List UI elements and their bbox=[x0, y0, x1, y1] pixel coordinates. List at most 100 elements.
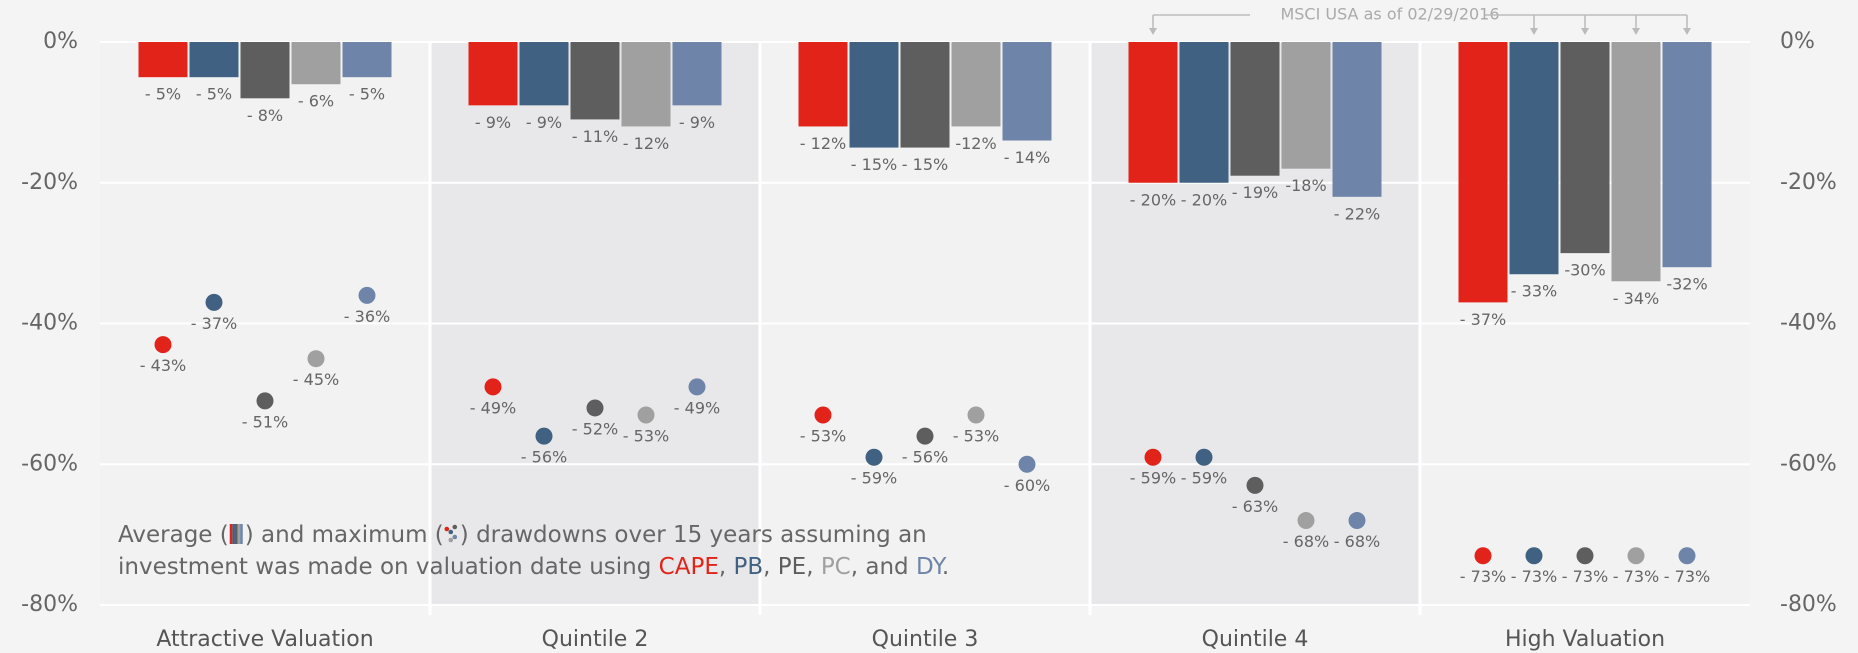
max-dot bbox=[1018, 455, 1036, 473]
legend-dot-icon bbox=[444, 526, 450, 532]
x-tick-label: Quintile 4 bbox=[1202, 627, 1309, 652]
bar-value-label: - 5% bbox=[349, 85, 385, 104]
legend-dot-icon bbox=[452, 524, 458, 530]
bar bbox=[849, 42, 899, 148]
caption-part: . bbox=[942, 554, 949, 580]
bar bbox=[519, 42, 569, 106]
bar-value-label: - 8% bbox=[247, 106, 283, 125]
max-value-label: - 56% bbox=[902, 448, 948, 467]
bar-value-label: - 15% bbox=[851, 155, 897, 174]
max-value-label: - 56% bbox=[521, 448, 567, 467]
bar-value-label: - 20% bbox=[1130, 190, 1176, 209]
bar bbox=[1230, 42, 1280, 176]
annotation-arrowhead bbox=[1632, 28, 1640, 35]
max-value-label: - 73% bbox=[1664, 567, 1710, 586]
max-dot bbox=[1144, 448, 1162, 466]
max-dot bbox=[967, 406, 985, 424]
bar bbox=[1179, 42, 1229, 183]
bar bbox=[951, 42, 1001, 127]
bar-value-label: - 12% bbox=[623, 134, 669, 153]
bar bbox=[1560, 42, 1610, 254]
max-value-label: - 49% bbox=[470, 398, 516, 417]
max-dot bbox=[637, 406, 655, 424]
bar bbox=[468, 42, 518, 106]
bar-value-label: - 6% bbox=[298, 92, 334, 111]
bar bbox=[1611, 42, 1661, 282]
x-tick-label: Quintile 3 bbox=[872, 627, 979, 652]
max-dot bbox=[586, 399, 604, 417]
max-value-label: - 68% bbox=[1334, 532, 1380, 551]
caption-part: ) and maximum ( bbox=[245, 522, 444, 548]
bar-value-label: - 33% bbox=[1511, 282, 1557, 301]
bar bbox=[798, 42, 848, 127]
bar-value-label: - 11% bbox=[572, 127, 618, 146]
max-value-label: - 36% bbox=[344, 307, 390, 326]
caption-part: ) drawdowns over 15 years assuming an bbox=[460, 522, 927, 548]
caption-part: PB bbox=[734, 554, 764, 580]
max-value-label: - 73% bbox=[1613, 567, 1659, 586]
annotation-arrowhead bbox=[1581, 28, 1589, 35]
bar-value-label: - 34% bbox=[1613, 289, 1659, 308]
max-dot bbox=[535, 427, 553, 445]
max-value-label: - 63% bbox=[1232, 497, 1278, 516]
bar bbox=[138, 42, 188, 78]
bar bbox=[1332, 42, 1382, 197]
max-dot bbox=[688, 378, 706, 396]
y-tick-label: -60% bbox=[21, 451, 78, 476]
bar-value-label: - 9% bbox=[475, 113, 511, 132]
bar bbox=[189, 42, 239, 78]
bar-value-label: - 22% bbox=[1334, 204, 1380, 223]
max-value-label: - 43% bbox=[140, 356, 186, 375]
bar-value-label: - 37% bbox=[1460, 310, 1506, 329]
caption: Average () and maximum () drawdowns over… bbox=[118, 522, 927, 548]
legend-dot-icon bbox=[448, 537, 454, 543]
max-dot bbox=[916, 427, 934, 445]
bar-value-label: -30% bbox=[1564, 261, 1605, 280]
max-value-label: - 37% bbox=[191, 314, 237, 333]
bar-value-label: -32% bbox=[1666, 275, 1707, 294]
bar-value-label: - 20% bbox=[1181, 190, 1227, 209]
max-value-label: - 53% bbox=[800, 426, 846, 445]
bar-value-label: -18% bbox=[1285, 176, 1326, 195]
annotation-arrowhead bbox=[1683, 28, 1691, 35]
y-tick-label: -20% bbox=[21, 170, 78, 195]
max-value-label: - 73% bbox=[1460, 567, 1506, 586]
y2-tick-label: -80% bbox=[1780, 592, 1837, 617]
caption-part: PC bbox=[821, 554, 851, 580]
max-value-label: - 59% bbox=[1181, 469, 1227, 488]
bar bbox=[240, 42, 290, 99]
bar bbox=[900, 42, 950, 148]
caption-part: CAPE bbox=[659, 554, 719, 580]
y2-tick-label: -60% bbox=[1780, 451, 1837, 476]
annotation-arrowhead bbox=[1149, 28, 1157, 35]
max-dot bbox=[1627, 547, 1645, 565]
caption-part: , bbox=[806, 554, 821, 580]
max-dot bbox=[1576, 547, 1594, 565]
max-dot bbox=[358, 286, 376, 304]
max-dot bbox=[1297, 512, 1315, 530]
bar-value-label: - 15% bbox=[902, 155, 948, 174]
bar-value-label: - 9% bbox=[679, 113, 715, 132]
max-dot bbox=[307, 350, 325, 368]
max-value-label: - 59% bbox=[851, 469, 897, 488]
bar bbox=[621, 42, 671, 127]
max-value-label: - 52% bbox=[572, 419, 618, 438]
y-tick-label: -80% bbox=[21, 592, 78, 617]
bar bbox=[1128, 42, 1178, 183]
x-tick-label: High Valuation bbox=[1505, 627, 1665, 652]
bar bbox=[672, 42, 722, 106]
max-dot bbox=[1195, 448, 1213, 466]
bar bbox=[1662, 42, 1712, 268]
caption-part: , bbox=[719, 554, 734, 580]
max-dot bbox=[1474, 547, 1492, 565]
max-dot bbox=[1678, 547, 1696, 565]
legend-bar-icon bbox=[234, 524, 238, 544]
bar-value-label: - 5% bbox=[196, 85, 232, 104]
max-value-label: - 73% bbox=[1511, 567, 1557, 586]
max-dot bbox=[1246, 476, 1264, 494]
max-dot bbox=[154, 336, 172, 354]
bar-value-label: - 5% bbox=[145, 85, 181, 104]
bar bbox=[1281, 42, 1331, 169]
max-value-label: - 60% bbox=[1004, 476, 1050, 495]
